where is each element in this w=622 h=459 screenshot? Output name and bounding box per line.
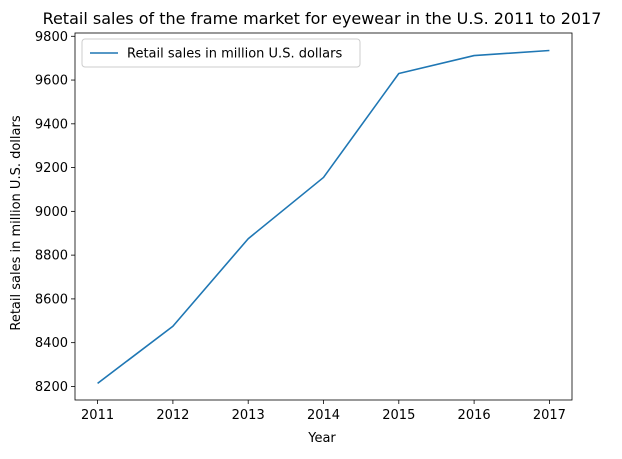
y-tick-label: 9800 [35,30,68,45]
x-tick-label: 2014 [307,408,340,423]
x-tick-label: 2011 [81,408,114,423]
y-tick-label: 8200 [35,380,68,395]
y-tick-label: 9000 [35,205,68,220]
x-tick-label: 2015 [382,408,415,423]
y-axis-label: Retail sales in million U.S. dollars [9,115,24,330]
x-tick-label: 2012 [156,408,189,423]
chart-title: Retail sales of the frame market for eye… [43,9,602,28]
legend-box [81,38,361,68]
y-tick-label: 9200 [35,161,68,176]
y-tick-label: 9400 [35,117,68,132]
series-line [97,49,550,385]
x-axis-label: Year [307,431,336,446]
x-tick-label: 2013 [232,408,265,423]
y-tick-label: 8600 [35,292,68,307]
y-tick-label: 8800 [35,249,68,264]
y-tick-label: 9600 [35,74,68,89]
x-tick-label: 2016 [458,408,491,423]
legend-entry-label: Retail sales in million U.S. dollars [127,47,342,62]
y-tick-label: 8400 [35,336,68,351]
x-tick-label: 2017 [533,408,566,423]
plot-area: 2011 2012 2013 2014 2015 2016 2017 8200 8400 8600… [35,30,573,423]
